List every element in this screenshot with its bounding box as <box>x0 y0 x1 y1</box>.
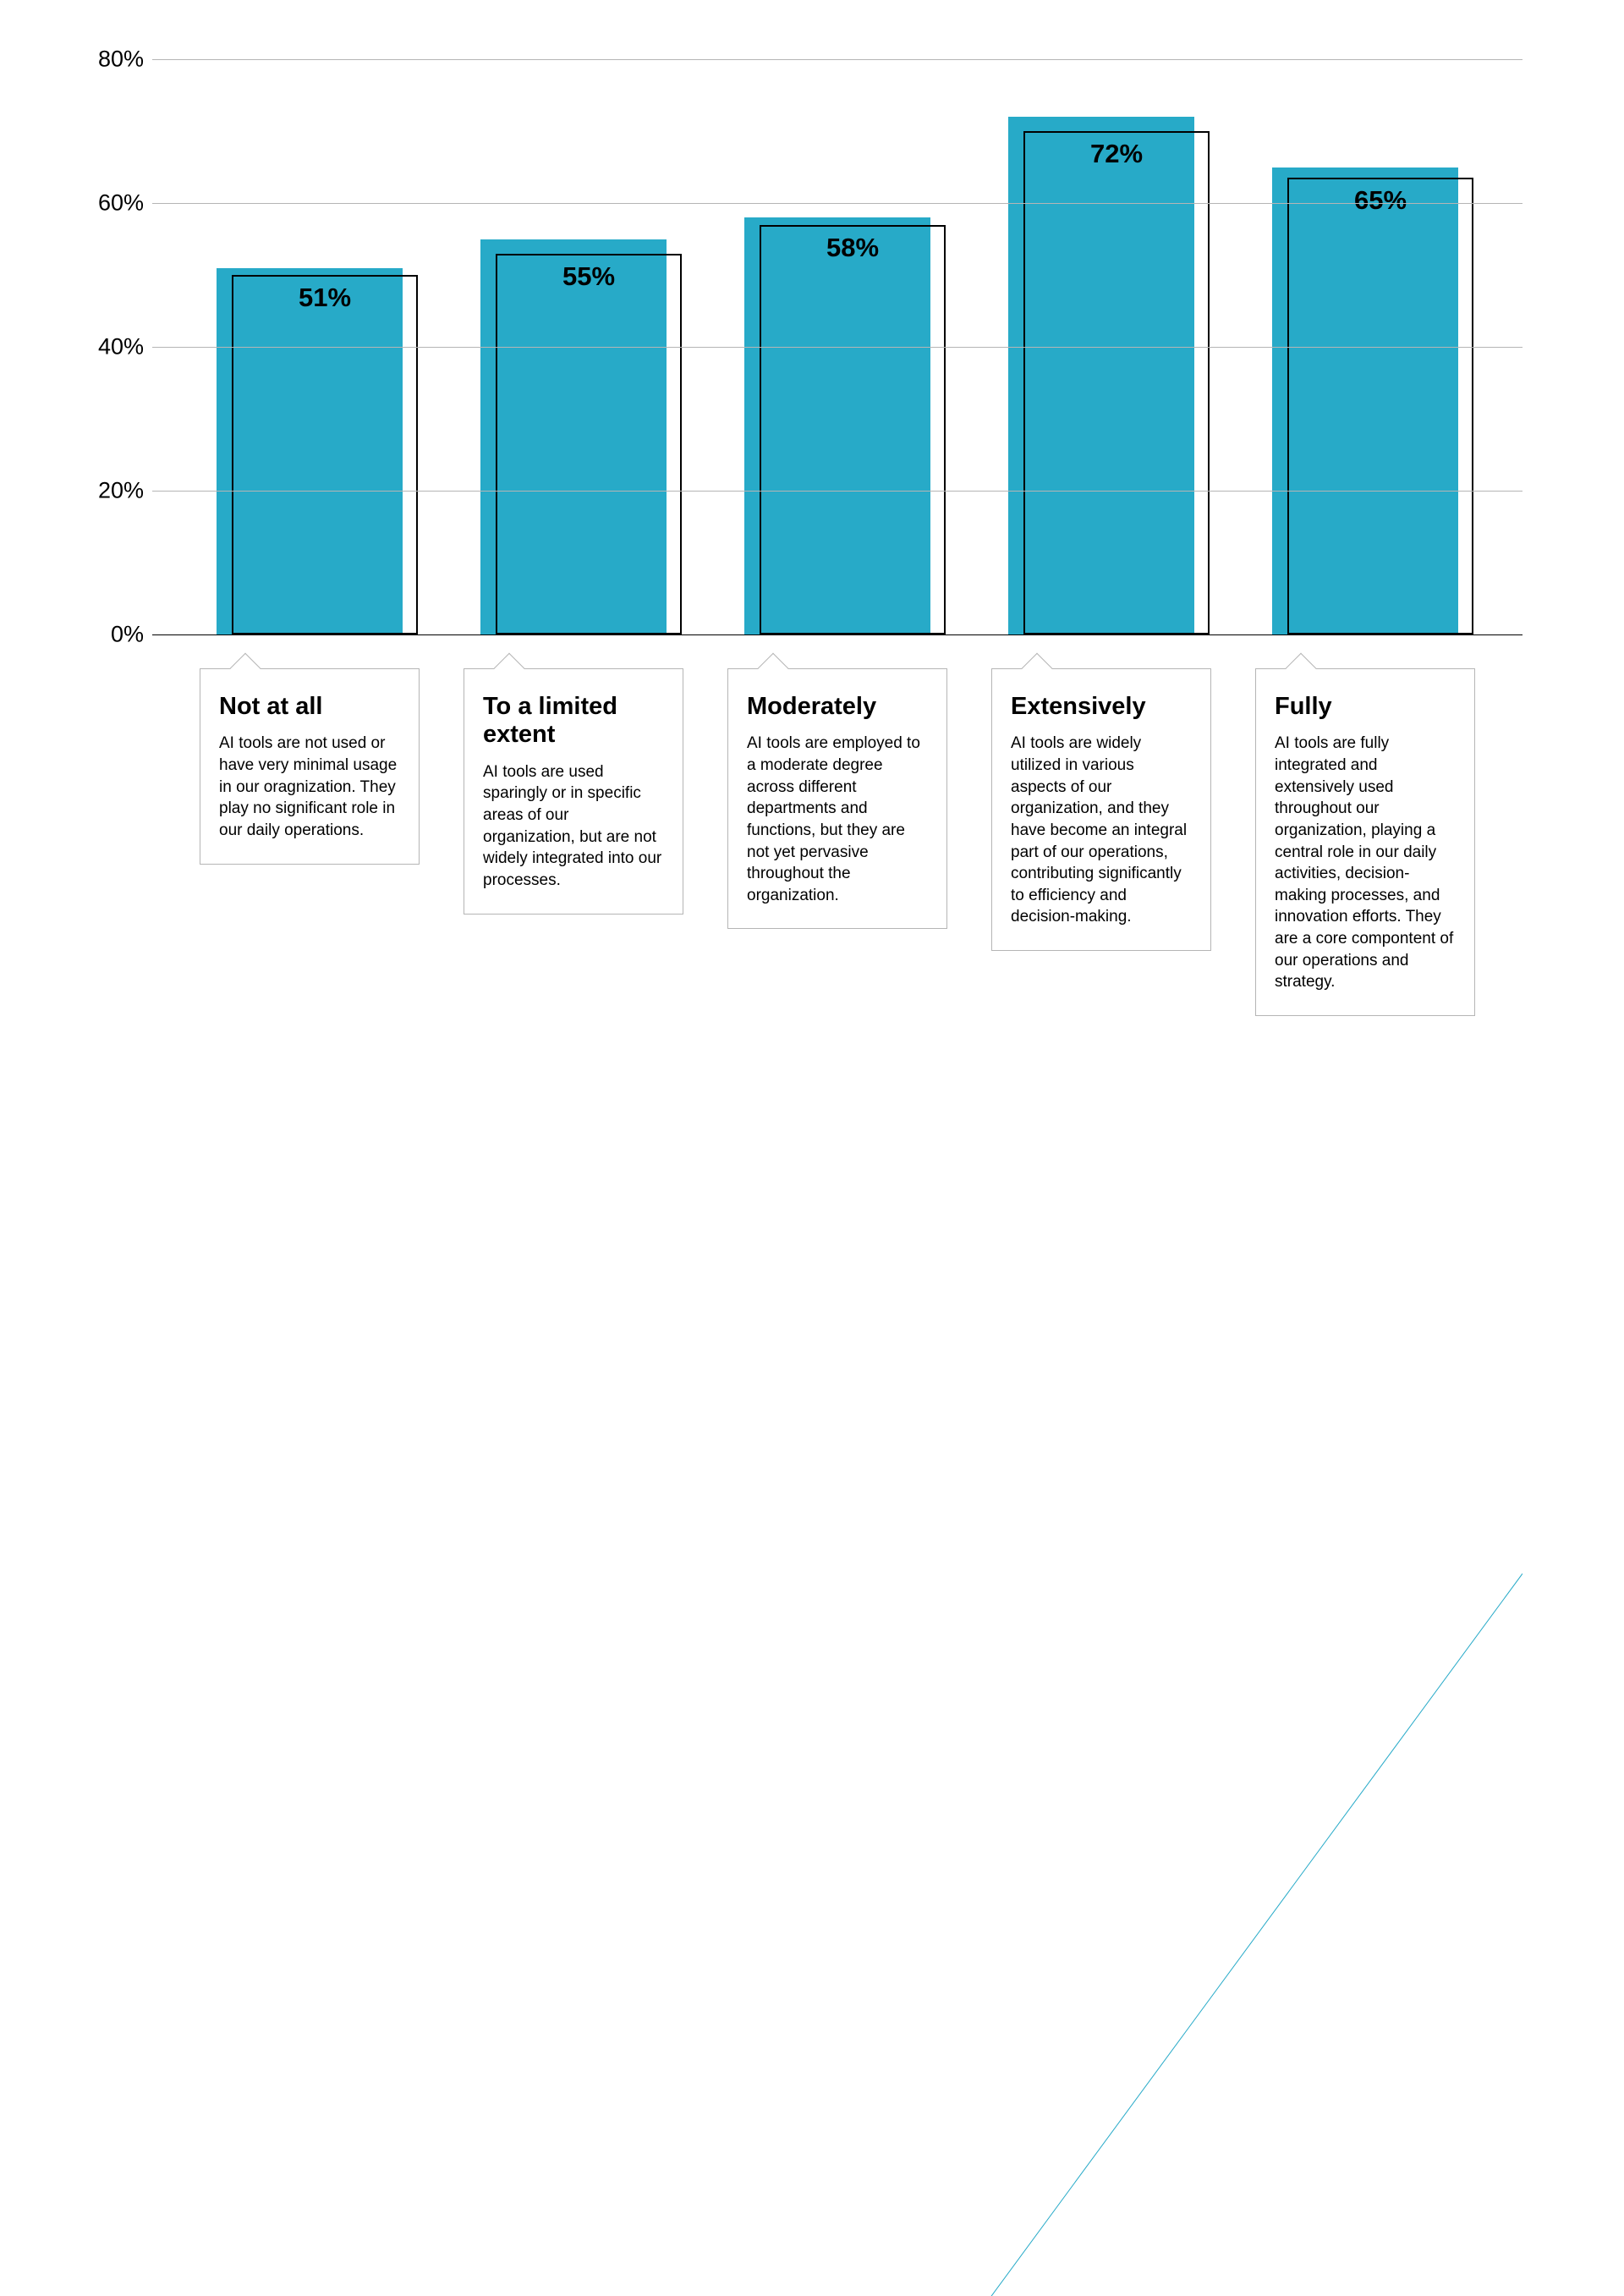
category-card: To a limited extent AI tools are used spa… <box>464 668 683 915</box>
card-description: AI tools are used sparingly or in specif… <box>483 761 664 892</box>
gridline <box>152 203 1522 204</box>
card-title: Fully <box>1275 693 1456 721</box>
card-pointer-icon <box>1286 653 1317 684</box>
card-pointer-icon <box>230 653 261 684</box>
card-slot: Not at all AI tools are not used or have … <box>178 668 442 865</box>
category-card: Extensively AI tools are widely utilized … <box>991 668 1211 951</box>
card-slot: Fully AI tools are fully integrated and e… <box>1233 668 1497 1016</box>
cards-row: Not at all AI tools are not used or have … <box>152 668 1522 1016</box>
bar-fill <box>480 239 667 635</box>
card-slot: Extensively AI tools are widely utilized … <box>969 668 1233 951</box>
y-tick-label: 60% <box>98 190 144 217</box>
bar-fill <box>744 217 930 634</box>
card-pointer-icon <box>758 653 789 684</box>
card-title: To a limited extent <box>483 693 664 750</box>
bar-value-label: 65% <box>1354 185 1407 216</box>
bar-value-label: 72% <box>1090 139 1143 169</box>
category-card: Fully AI tools are fully integrated and e… <box>1255 668 1475 1016</box>
bar-fill <box>217 268 403 635</box>
y-tick-label: 80% <box>98 47 144 73</box>
card-title: Not at all <box>219 693 400 721</box>
category-card: Not at all AI tools are not used or have … <box>200 668 420 865</box>
bar-value-label: 58% <box>826 233 879 263</box>
gridline <box>152 347 1522 348</box>
y-tick-label: 40% <box>98 334 144 360</box>
bar-value-label: 55% <box>562 261 615 292</box>
y-tick-label: 0% <box>111 622 144 648</box>
bar-fill <box>1008 117 1194 634</box>
bar-value-label: 51% <box>299 283 351 313</box>
card-title: Extensively <box>1011 693 1192 721</box>
plot-area: 0%20%40%60%80% 51%55%58%72%65% <box>152 59 1522 634</box>
card-pointer-icon <box>1022 653 1053 684</box>
card-description: AI tools are fully integrated and extens… <box>1275 733 1456 993</box>
gridline <box>152 634 1522 635</box>
card-title: Moderately <box>747 693 928 721</box>
card-slot: To a limited extent AI tools are used spa… <box>442 668 705 915</box>
gridline <box>152 59 1522 60</box>
card-pointer-icon <box>494 653 525 684</box>
card-slot: Moderately AI tools are employed to a mod… <box>705 668 969 929</box>
y-tick-label: 20% <box>98 478 144 504</box>
chart-container: 0%20%40%60%80% 51% 55% 58% 72% 65% Not at al… <box>102 59 1522 1016</box>
card-description: AI tools are employed to a moderate degr… <box>747 733 928 906</box>
card-description: AI tools are not used or have very minim… <box>219 733 400 841</box>
y-axis: 0%20%40%60%80% <box>102 59 152 634</box>
gridline <box>152 491 1522 492</box>
trendline-line <box>152 1574 1522 2296</box>
card-description: AI tools are widely utilized in various … <box>1011 733 1192 928</box>
bar-fill <box>1272 168 1458 635</box>
category-card: Moderately AI tools are employed to a mod… <box>727 668 947 929</box>
